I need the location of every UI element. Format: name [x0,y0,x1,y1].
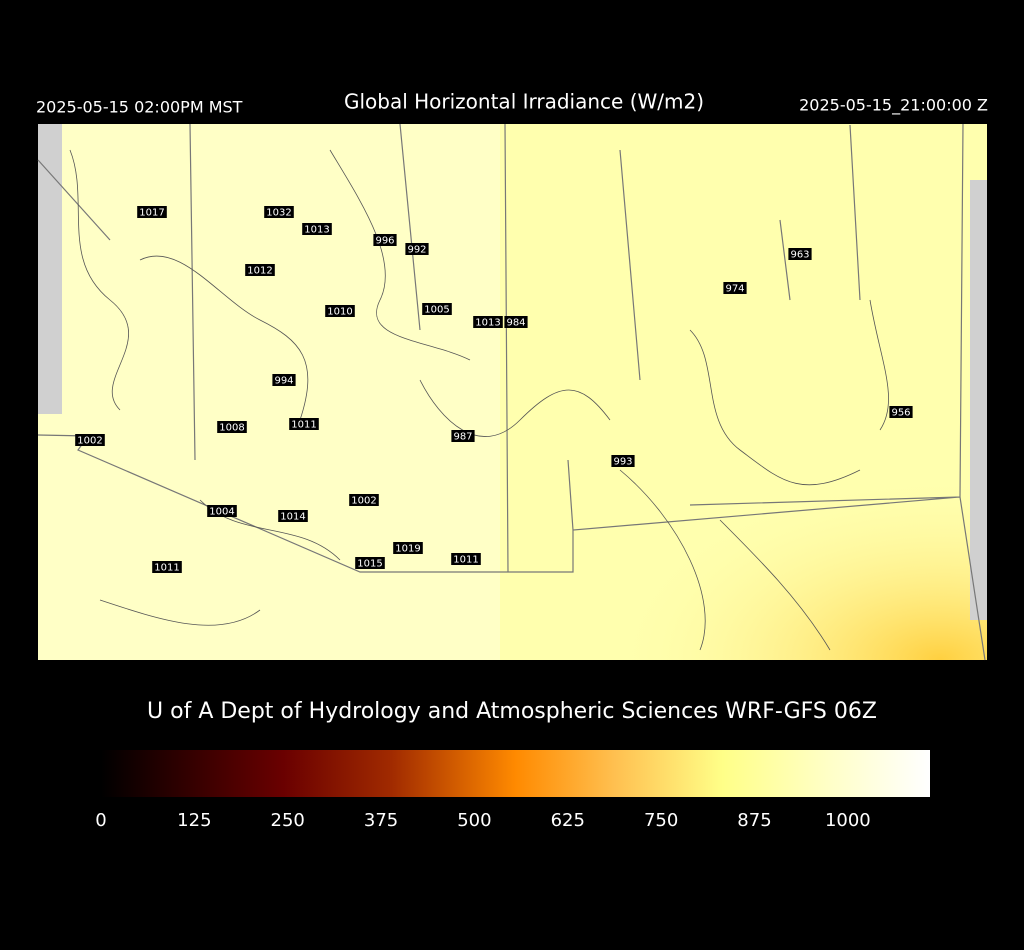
label-box [272,374,296,386]
colorbar-tick-label: 1000 [825,810,871,831]
label-box [611,455,635,467]
label-box [245,264,275,276]
station-label: 993 [613,457,632,468]
label-box [451,553,481,565]
label-box [889,406,913,418]
label-box [207,505,237,517]
colorbar-tick-label: 875 [737,810,771,831]
state-borders [37,123,986,661]
label-box [355,557,385,569]
station-label: 1013 [304,225,329,236]
station-label: 963 [790,250,809,261]
map-shade-se [38,124,987,660]
station-label: 987 [453,432,472,443]
label-box [405,243,429,255]
label-box [349,494,379,506]
label-box [373,234,397,246]
map-nodata [970,180,987,620]
label-box [422,303,452,315]
station-label: 1011 [291,420,316,431]
label-box [504,316,528,328]
colorbar-tick-label: 375 [364,810,398,831]
station-label: 1019 [395,544,420,555]
station-label: 996 [375,236,394,247]
colorbar-tick-label: 250 [271,810,305,831]
station-label: 994 [274,376,293,387]
station-label: 1011 [154,563,179,574]
colorbar-ticks: 0 125 250 375 500 625 750 875 1000 [95,810,870,831]
label-box [723,282,747,294]
label-box [325,305,355,317]
label-box [264,206,294,218]
station-label: 1012 [247,266,272,277]
label-box [152,561,182,573]
colorbar [101,750,930,797]
label-box [289,418,319,430]
contours [69,149,889,651]
station-label: 1010 [327,307,352,318]
station-label: 992 [407,245,426,256]
colorbar-tick-label: 500 [457,810,491,831]
station-label: 1015 [357,559,382,570]
station-label: 1008 [219,423,244,434]
station-label: 1002 [351,496,376,507]
map-nodata [38,124,62,414]
station-label: 1004 [209,507,234,518]
map-area: 1017 1032 1013 996 992 1012 963 974 1005 1010 1013… [37,123,987,661]
station-label: 956 [891,408,910,419]
colorbar-tick-label: 625 [551,810,585,831]
valid-local: 2025-05-15 02:00PM MST [36,98,243,117]
valid-utc: 2025-05-15_21:00:00 Z [799,96,988,116]
label-box [75,434,105,446]
station-label: 1032 [266,208,291,219]
label-box [137,206,167,218]
station-labels: 1017 1032 1013 996 992 1012 963 974 1005 1010 1013… [75,206,913,574]
colorbar-tick-label: 125 [177,810,211,831]
label-box [788,248,812,260]
station-label: 1005 [424,305,449,316]
station-label: 1011 [453,555,478,566]
colorbar-tick-label: 0 [95,810,106,831]
label-box [217,421,247,433]
label-box [302,223,332,235]
station-label: 984 [506,318,525,329]
label-box [278,510,308,522]
station-label: 1013 [475,318,500,329]
map-title: Global Horizontal Irradiance (W/m2) [344,90,704,114]
credit: U of A Dept of Hydrology and Atmospheric… [147,699,877,724]
station-label: 1017 [139,208,164,219]
label-box [451,430,475,442]
station-label: 974 [725,284,744,295]
label-box [393,542,423,554]
colorbar-tick-label: 750 [644,810,678,831]
label-box [473,316,503,328]
station-label: 1014 [280,512,305,523]
station-label: 1002 [77,436,102,447]
